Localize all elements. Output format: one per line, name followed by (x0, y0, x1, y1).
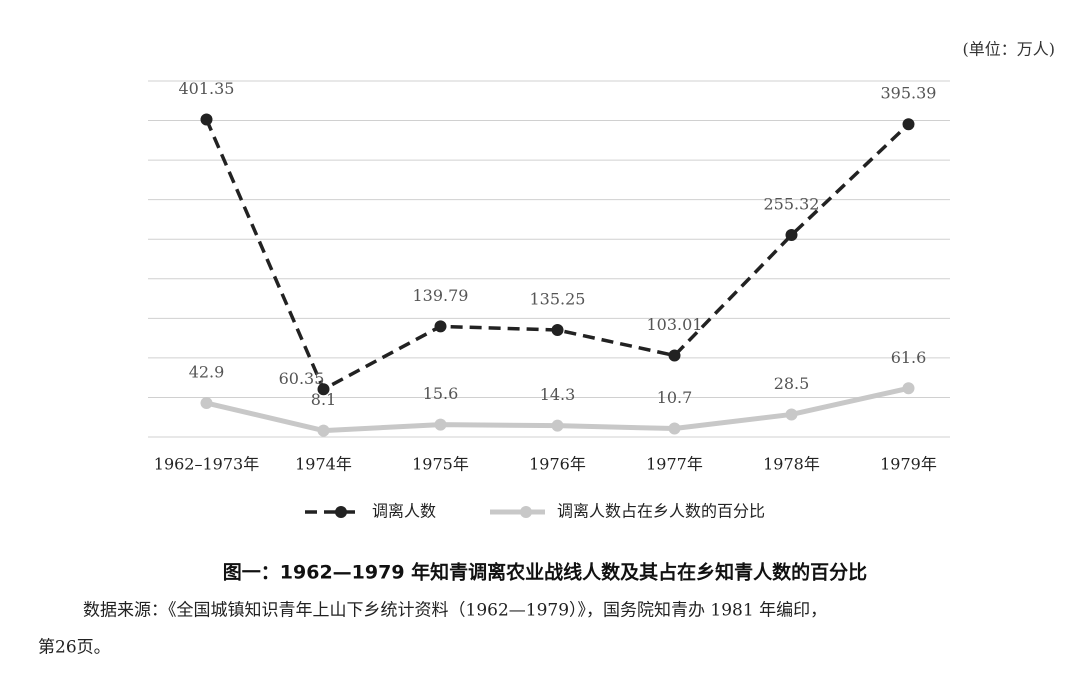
point (902, 382, 915, 395)
x-tick-label: 1974年 (295, 455, 352, 474)
point (902, 118, 915, 131)
x-tick-label: 1962–1973年 (154, 455, 259, 474)
x-tick-label: 1977年 (646, 455, 703, 474)
point (551, 324, 564, 337)
value-label: 395.39 (881, 84, 937, 103)
value-label: 60.35 (279, 369, 325, 388)
value-label: 401.35 (179, 79, 235, 98)
point (200, 397, 213, 410)
value-label: 42.9 (189, 363, 225, 382)
value-label: 8.1 (311, 390, 336, 409)
point (434, 320, 447, 333)
unit-label: (单位：万人) (963, 40, 1056, 59)
value-label: 255.32 (764, 195, 820, 214)
point (785, 229, 798, 242)
value-label: 14.3 (540, 385, 576, 404)
chart-title: 图一：1962—1979 年知青调离农业战线人数及其占在乡知青人数的百分比 (223, 561, 867, 584)
value-label: 135.25 (530, 290, 586, 309)
value-label: 10.7 (657, 388, 693, 407)
source-note: 第26页。 (38, 638, 111, 658)
point (668, 349, 681, 362)
value-label: 139.79 (413, 286, 469, 305)
point (317, 424, 330, 437)
point (668, 422, 681, 435)
point (785, 408, 798, 421)
x-tick-label: 1979年 (880, 455, 937, 474)
value-label: 61.6 (891, 348, 927, 367)
point (551, 419, 564, 432)
x-tick-label: 1975年 (412, 455, 469, 474)
source-note: 数据来源：《全国城镇知识青年上山下乡统计资料（1962—1979）》，国务院知青… (83, 601, 827, 621)
value-label: 103.01 (647, 315, 703, 334)
x-tick-label: 1976年 (529, 455, 586, 474)
legend-label: 调离人数占在乡人数的百分比 (557, 502, 765, 521)
point (317, 383, 330, 396)
value-label: 15.6 (423, 384, 459, 403)
x-tick-label: 1978年 (763, 455, 820, 474)
point (434, 418, 447, 431)
point (200, 113, 213, 126)
legend-swatch (335, 506, 347, 518)
legend-swatch (520, 506, 532, 518)
legend-label: 调离人数 (372, 502, 436, 521)
value-label: 28.5 (774, 374, 810, 393)
